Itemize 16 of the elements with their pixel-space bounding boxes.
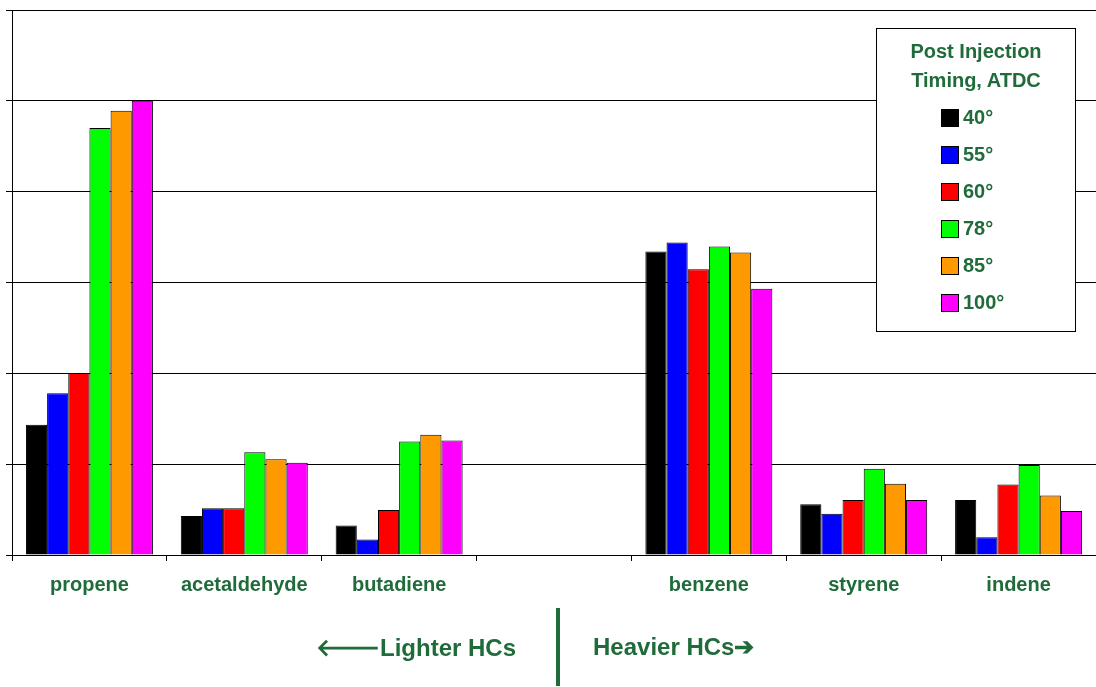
- text: Heavier HCs➔: [593, 633, 755, 661]
- legend-label: 40°: [963, 106, 994, 129]
- legend-label: 100°: [963, 291, 1005, 314]
- legend-label: 85°: [963, 254, 994, 277]
- x-tick-label: acetaldehyde: [180, 572, 308, 595]
- bar: [955, 500, 977, 555]
- x-tick-label: butadiene: [351, 572, 447, 595]
- x-tick-label: indene: [986, 572, 1051, 595]
- legend-label: 60°: [963, 180, 994, 203]
- x-tick-label: styrene: [828, 572, 900, 595]
- legend-title: Post Injection Timing, ATDC: [909, 39, 1043, 93]
- x-tick-label: propene: [49, 572, 129, 595]
- legend-label: 55°: [963, 143, 994, 166]
- text: 🡐Lighter HCs: [315, 633, 516, 662]
- x-tick-label: benzene: [668, 572, 749, 595]
- legend-label: 78°: [963, 217, 994, 240]
